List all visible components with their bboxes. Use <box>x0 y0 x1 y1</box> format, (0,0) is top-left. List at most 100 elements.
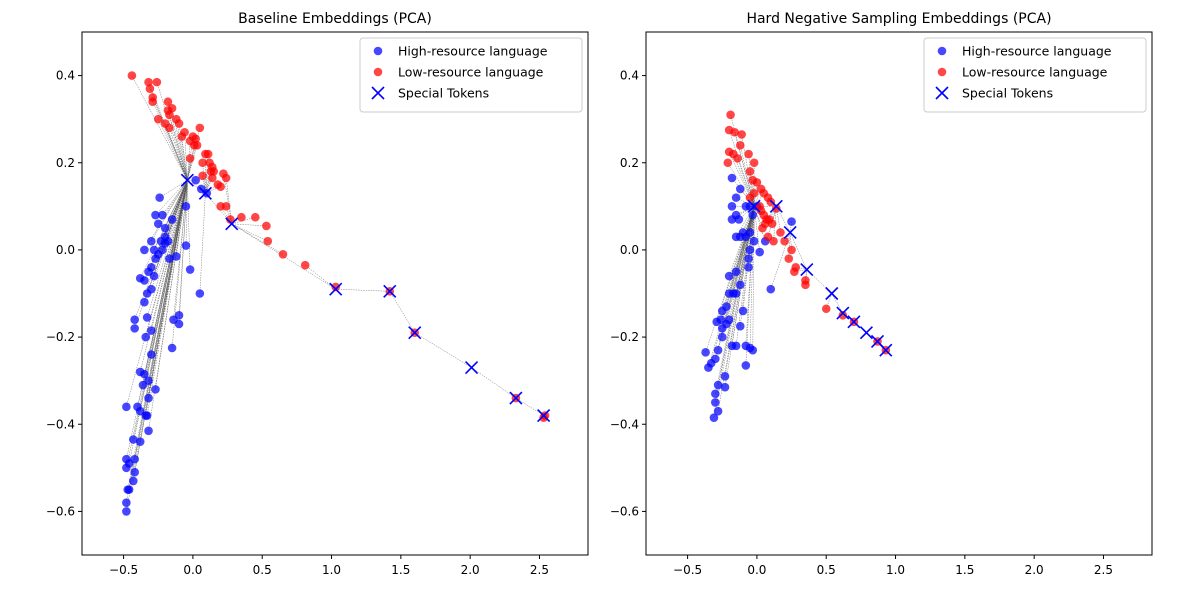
low-resource-point <box>730 127 740 137</box>
special-token-marker <box>825 286 839 301</box>
low-resource-point <box>769 236 778 246</box>
legend-marker-low <box>937 67 947 77</box>
connector-line <box>728 206 755 320</box>
low-resource-point <box>735 141 745 150</box>
connector-line <box>727 162 755 207</box>
high-resource-point <box>741 361 751 370</box>
high-resource-point <box>140 369 149 379</box>
high-resource-point <box>720 382 730 392</box>
high-resource-point <box>144 426 153 436</box>
connector-line <box>231 223 268 242</box>
connector-line <box>708 206 755 368</box>
connector-line <box>148 180 188 399</box>
connector-line <box>737 158 755 207</box>
connector-line <box>184 132 188 181</box>
chart-title: Baseline Embeddings (PCA) <box>238 11 432 27</box>
low-resource-point <box>780 236 789 246</box>
high-resource-point <box>160 223 170 233</box>
connector-line <box>169 127 188 181</box>
low-resource-point <box>733 154 742 163</box>
low-resource-point <box>153 114 163 124</box>
high-resource-point <box>727 173 737 183</box>
high-resource-point <box>141 332 151 342</box>
low-resource-point <box>749 158 759 168</box>
low-resource-point <box>772 204 781 213</box>
high-resource-point <box>724 315 734 324</box>
connector-line <box>151 180 188 290</box>
high-resource-point <box>724 271 734 281</box>
connector-line <box>164 180 188 244</box>
special-token-marker <box>509 391 523 405</box>
low-resource-point <box>203 149 213 159</box>
connector-line <box>144 180 188 375</box>
series-high-resource <box>701 173 796 423</box>
connector-line <box>794 269 807 272</box>
high-resource-point <box>144 376 153 385</box>
legend: High-resource language Low-resource langu… <box>359 37 583 113</box>
low-resource-point <box>237 212 246 222</box>
connector-line <box>171 108 188 181</box>
high-resource-point <box>174 310 184 320</box>
high-resource-point <box>171 252 181 261</box>
low-resource-point <box>278 249 288 259</box>
connector-line <box>151 180 188 355</box>
connector-line <box>726 206 755 325</box>
legend-label-low: Low-resource language <box>398 65 544 80</box>
connector-line <box>715 206 755 403</box>
low-resource-point <box>300 260 310 270</box>
connector-line <box>148 180 188 381</box>
connector-line <box>176 180 188 257</box>
low-resource-point <box>216 182 225 192</box>
low-resource-point <box>195 123 205 133</box>
connector-line <box>789 232 807 270</box>
connector-line <box>776 206 781 233</box>
y-tick-label: 0.2 <box>56 156 75 170</box>
legend-box <box>359 37 583 113</box>
chart-title: Hard Negative Sampling Embeddings (PCA) <box>746 11 1051 27</box>
low-resource-point <box>167 103 177 113</box>
connector-line <box>789 221 792 233</box>
special-token-marker <box>225 217 239 231</box>
low-resource-point <box>165 110 174 120</box>
connector-line <box>205 154 209 194</box>
low-resource-point <box>737 130 746 139</box>
low-resource-point <box>209 167 218 176</box>
high-resource-point <box>151 210 160 220</box>
legend-label-special: Special Tokens <box>962 86 1053 101</box>
y-tick-label: −0.6 <box>46 504 75 518</box>
connector-line <box>335 288 390 292</box>
connector-line <box>155 180 188 390</box>
connector-line <box>753 206 766 242</box>
x-tick-label: 1.0 <box>322 563 341 577</box>
legend-box <box>923 37 1147 113</box>
special-token-marker <box>383 284 397 298</box>
low-resource-point <box>145 84 155 93</box>
y-tick-label: −0.2 <box>46 330 75 344</box>
low-resource-point <box>723 158 733 168</box>
connector-line <box>742 206 755 233</box>
x-tick-label: 1.5 <box>955 563 974 577</box>
special-token-marker <box>180 173 194 187</box>
connector-line <box>146 180 188 318</box>
high-resource-point <box>745 245 755 255</box>
connector-line <box>231 223 284 255</box>
low-resource-point <box>767 219 777 229</box>
connector-line <box>151 180 188 331</box>
special-token-marker <box>464 361 479 375</box>
x-axis: −0.5 0.0 0.5 1.0 1.5 2.0 2.5 <box>109 555 549 577</box>
connector-line <box>158 119 188 181</box>
high-resource-point <box>149 245 159 255</box>
low-resource-point <box>744 149 753 159</box>
connector-line <box>173 180 188 320</box>
high-resource-point <box>738 306 748 316</box>
high-resource-point <box>749 236 759 246</box>
x-tick-label: 2.5 <box>1094 563 1113 577</box>
legend-marker-high <box>373 46 383 56</box>
connector-line <box>159 180 188 198</box>
low-resource-point <box>180 127 189 137</box>
connector-line <box>171 180 188 220</box>
chart-panel-1: Baseline Embeddings (PCA) −0.5 0.0 0.5 1.0 1.… <box>46 11 589 577</box>
high-resource-point <box>130 454 139 464</box>
high-resource-point <box>135 273 145 283</box>
x-tick-label: −0.5 <box>109 563 138 577</box>
